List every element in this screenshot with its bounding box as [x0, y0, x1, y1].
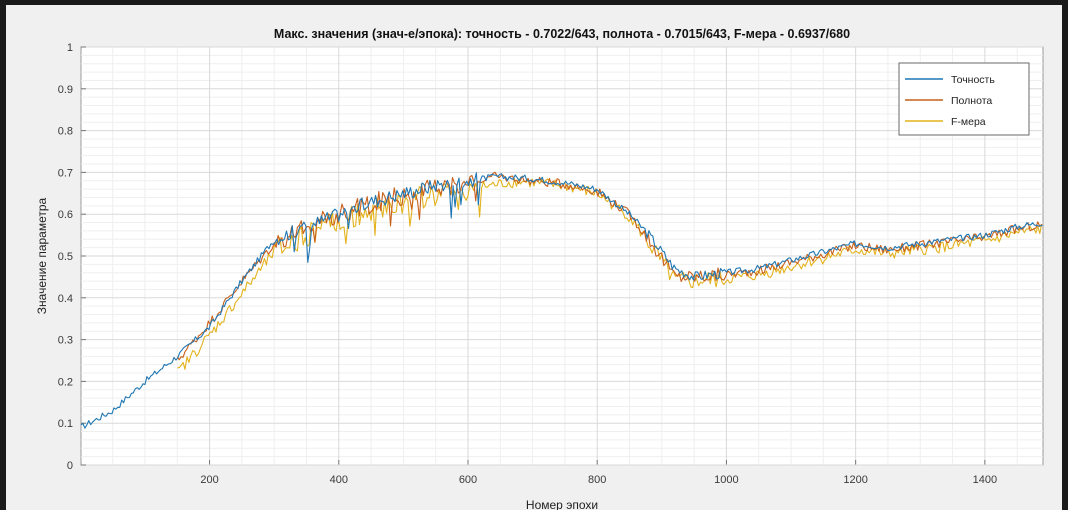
x-tick-label: 800: [588, 474, 606, 486]
legend-label-polnota: Полнота: [951, 95, 992, 107]
x-axis-label: Номер эпохи: [526, 498, 598, 510]
legend-label-tochnost: Точность: [951, 74, 995, 86]
series-line-tochnost: [80, 172, 1043, 429]
y-axis-label: Значение параметра: [35, 197, 49, 314]
y-tick-label: 0.8: [58, 126, 73, 138]
x-tick-labels: 200 400 600 800 1000 1200 1400: [200, 474, 997, 486]
y-tick-label: 0.9: [58, 84, 73, 96]
x-tick-label: 600: [459, 474, 477, 486]
y-tick-label: 0.1: [58, 418, 73, 430]
legend-box: [898, 62, 1030, 136]
major-grid: [81, 46, 1043, 466]
y-tick-label: 0.5: [58, 251, 73, 263]
y-tick-label: 0.6: [58, 209, 73, 221]
y-tick-label: 0.4: [58, 293, 73, 305]
y-tick-label: 0.7: [58, 167, 73, 179]
y-tick-label: 0: [67, 460, 73, 472]
y-tick-labels: 0 0.1 0.2 0.3 0.4 0.5 0.6 0.7 0.8 0.9 1: [58, 42, 73, 472]
series-layer: [80, 171, 1043, 429]
x-tick-label: 1200: [843, 474, 867, 486]
legend-label-f-mera: F-мера: [951, 116, 986, 128]
y-tick-label: 1: [67, 42, 73, 54]
y-tick-label: 0.3: [58, 335, 73, 347]
x-tick-label: 400: [330, 474, 348, 486]
chart-title: Макс. значения (знач-е/эпока): точность …: [274, 27, 850, 41]
y-tick-label: 0.2: [58, 376, 73, 388]
x-tick-label: 1000: [714, 474, 738, 486]
line-chart: 0 0.1 0.2 0.3 0.4 0.5 0.6 0.7 0.8 0.9 1 200 400 600 8…: [35, 27, 1044, 512]
x-tick-label: 1400: [973, 474, 997, 486]
x-tick-label: 200: [200, 474, 218, 486]
legend: Точность Полнота F-мера: [898, 62, 1030, 136]
